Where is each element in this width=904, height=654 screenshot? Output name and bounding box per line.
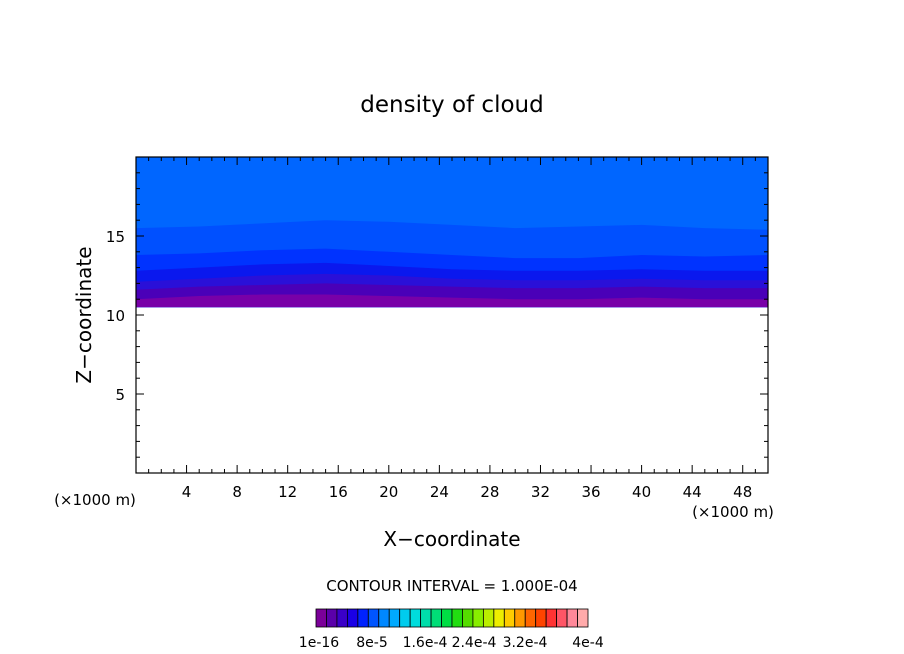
x-tick-label: 28 — [480, 483, 499, 501]
axis-ticks — [136, 157, 768, 473]
colorbar-swatch — [420, 608, 432, 628]
x-unit-label-left: (×1000 m) — [54, 491, 136, 509]
x-unit-label-right: (×1000 m) — [692, 503, 774, 521]
x-tick-label: 24 — [430, 483, 449, 501]
colorbar-label: 4e-4 — [572, 635, 604, 651]
y-axis-label: Z−coordinate — [72, 246, 96, 383]
colorbar-swatch — [451, 608, 463, 628]
colorbar-swatch — [336, 608, 348, 628]
colorbar-swatch — [566, 608, 578, 628]
y-tick-label: 15 — [106, 228, 125, 246]
x-tick-label: 8 — [232, 483, 242, 501]
colorbar-label: 2.4e-4 — [452, 635, 497, 651]
colorbar-swatch — [462, 608, 474, 628]
colorbar-swatch — [378, 608, 390, 628]
colorbar-swatch — [514, 608, 526, 628]
colorbar-swatch — [346, 608, 359, 628]
colorbar-swatch — [367, 608, 380, 628]
colorbar-label: 8e-5 — [356, 635, 387, 651]
colorbar-swatch — [577, 608, 589, 628]
colorbar-swatch — [482, 608, 495, 628]
x-tick-label: 16 — [329, 483, 348, 501]
colorbar-labels: 1e-16 8e-5 1.6e-4 2.4e-4 3.2e-4 4e-4 — [299, 635, 604, 651]
y-tick-label: 10 — [106, 307, 125, 325]
colorbar-swatch — [556, 608, 568, 628]
colorbar-swatch — [357, 608, 369, 628]
colorbar — [315, 608, 589, 628]
x-tick-label: 12 — [278, 483, 297, 501]
colorbar-swatch — [388, 608, 401, 628]
x-tick-label: 48 — [733, 483, 752, 501]
y-tick-label: 5 — [115, 386, 125, 404]
plot-frame — [135, 156, 769, 474]
chart-title: density of cloud — [360, 92, 543, 118]
colorbar-swatch — [472, 608, 484, 628]
x-tick-label: 44 — [683, 483, 702, 501]
x-tick-labels: 4 8 12 16 20 24 28 32 36 40 44 48 — [182, 483, 752, 501]
colorbar-swatch — [315, 608, 327, 628]
colorbar-label: 1.6e-4 — [403, 635, 448, 651]
colorbar-swatch — [524, 608, 537, 628]
x-tick-label: 32 — [531, 483, 550, 501]
colorbar-swatch — [535, 608, 547, 628]
colorbar-swatch — [441, 608, 453, 628]
colorbar-swatch — [545, 608, 558, 628]
contour-band — [136, 294, 768, 308]
colorbar-swatch — [493, 608, 505, 628]
contour-interval-text: CONTOUR INTERVAL = 1.000E-04 — [326, 577, 577, 595]
x-tick-label: 4 — [182, 483, 192, 501]
colorbar-swatch — [399, 608, 411, 628]
y-tick-labels: 5 10 15 — [106, 228, 125, 404]
colorbar-label: 3.2e-4 — [503, 635, 548, 651]
x-tick-label: 20 — [379, 483, 398, 501]
x-tick-label: 40 — [632, 483, 651, 501]
contour-fill — [136, 157, 768, 308]
colorbar-label: 1e-16 — [299, 635, 339, 651]
x-tick-label: 36 — [581, 483, 600, 501]
colorbar-swatch — [409, 608, 422, 628]
colorbar-swatch — [326, 608, 338, 628]
x-axis-label: X−coordinate — [383, 527, 520, 551]
colorbar-swatch — [430, 608, 442, 628]
colorbar-swatch — [503, 608, 516, 628]
